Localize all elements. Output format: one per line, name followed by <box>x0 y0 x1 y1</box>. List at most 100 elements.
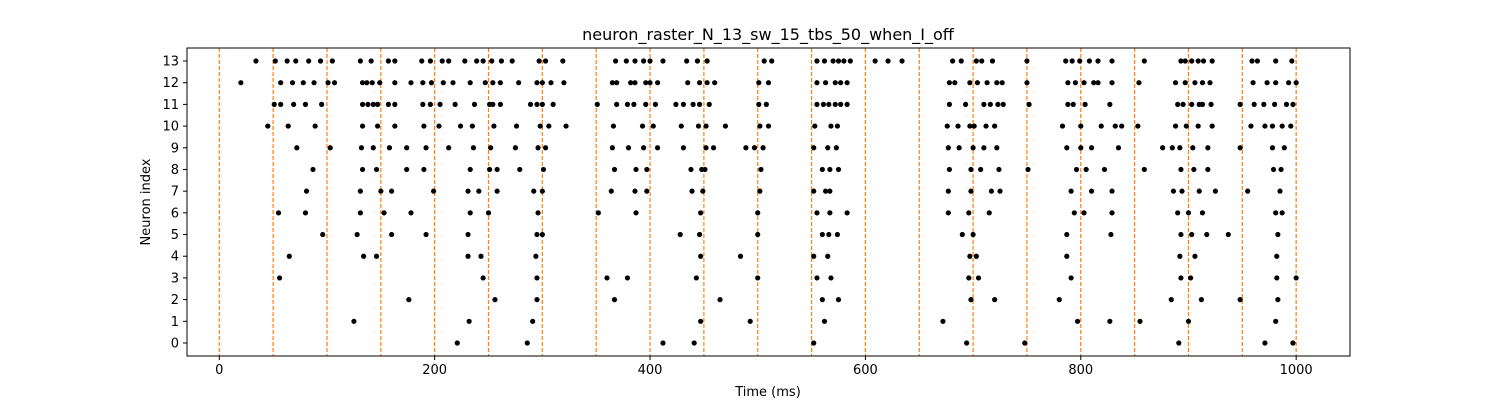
spike-point <box>1237 297 1243 303</box>
spike-point <box>386 145 393 151</box>
spike-point <box>611 166 618 173</box>
spike-point <box>404 145 410 151</box>
spike-point <box>608 188 614 194</box>
spike-point <box>1275 231 1281 238</box>
spike-point <box>872 58 878 64</box>
spike-point <box>625 145 632 151</box>
spike-point <box>457 123 464 129</box>
spike-point <box>1269 145 1276 151</box>
spike-point <box>978 166 984 173</box>
y-tick-label: 1 <box>171 315 179 330</box>
spike-point <box>1182 80 1188 86</box>
spike-point <box>769 58 775 64</box>
spike-point <box>497 80 503 86</box>
spike-point <box>465 188 471 194</box>
spike-point <box>1077 58 1083 64</box>
y-tick-label: 8 <box>171 163 179 178</box>
neuron-0-spikes <box>454 340 1296 346</box>
y-tick-label: 3 <box>171 271 179 286</box>
spike-point <box>550 101 556 107</box>
spike-point <box>319 101 325 107</box>
spike-point <box>527 101 534 107</box>
spike-point <box>1245 188 1251 194</box>
spike-point <box>811 340 817 346</box>
spike-point <box>385 58 391 64</box>
spike-point <box>825 145 831 151</box>
spike-point <box>357 58 363 64</box>
spike-point <box>271 101 277 107</box>
spike-point <box>375 123 381 129</box>
spike-point <box>1082 101 1088 107</box>
spike-point <box>946 80 953 86</box>
spike-point <box>632 80 638 86</box>
x-tick-label: 400 <box>638 363 663 378</box>
spike-point <box>1136 80 1142 86</box>
spike-point <box>986 210 992 216</box>
spike-point <box>306 58 312 64</box>
spike-point <box>1207 80 1213 86</box>
spike-point <box>534 80 540 86</box>
spike-point <box>650 123 656 129</box>
spike-point <box>827 166 833 173</box>
spike-point <box>992 123 998 129</box>
spike-point <box>680 101 687 107</box>
spike-point <box>1293 80 1299 86</box>
spike-point <box>1025 166 1031 173</box>
spike-point <box>811 145 817 151</box>
spike-point <box>1135 123 1141 129</box>
spike-point <box>755 231 761 238</box>
spike-point <box>1078 145 1084 151</box>
spike-point <box>542 145 549 151</box>
spike-point <box>722 123 729 129</box>
spike-point <box>1109 210 1115 216</box>
spike-point <box>834 123 841 129</box>
y-tick-label: 0 <box>171 336 179 351</box>
spike-point <box>392 80 398 86</box>
spike-point <box>1269 123 1276 129</box>
spike-point <box>680 145 687 151</box>
spike-point <box>1078 123 1084 129</box>
spike-point <box>1293 275 1299 281</box>
y-tick-label: 9 <box>171 141 179 156</box>
spike-point <box>1178 58 1184 64</box>
spike-point <box>1237 145 1243 151</box>
spike-point <box>1262 123 1268 129</box>
spike-point <box>1270 166 1277 173</box>
spike-point <box>814 80 820 86</box>
spike-point <box>1175 101 1181 107</box>
spike-point <box>392 58 398 64</box>
neuron-3-spikes <box>277 275 1299 281</box>
spike-point <box>1273 80 1279 86</box>
spike-point <box>1109 80 1115 86</box>
spike-point <box>419 58 425 64</box>
spike-point <box>1107 318 1113 324</box>
spike-point <box>423 145 429 151</box>
spike-point <box>614 80 620 86</box>
spike-point <box>452 101 458 107</box>
spike-point <box>1109 188 1115 194</box>
spike-point <box>737 253 744 259</box>
spike-point <box>696 231 703 238</box>
x-tick-label: 600 <box>853 363 878 378</box>
spike-point <box>814 275 820 281</box>
spike-point <box>962 101 969 107</box>
spike-point <box>1273 58 1279 64</box>
spike-point <box>624 101 631 107</box>
spike-point <box>1192 253 1198 259</box>
spike-point <box>533 253 539 259</box>
spike-point <box>970 145 976 151</box>
spike-point <box>272 58 278 64</box>
spike-point <box>317 58 324 64</box>
spike-point <box>832 80 838 86</box>
spike-point <box>1172 123 1179 129</box>
spike-point <box>478 253 484 259</box>
neuron-1-spikes <box>351 318 1279 324</box>
spike-point <box>311 80 317 86</box>
spike-point <box>1275 297 1281 303</box>
spike-point <box>698 318 704 324</box>
spike-point <box>989 58 996 64</box>
spike-point <box>423 231 429 238</box>
spike-point <box>696 80 703 86</box>
spike-point <box>471 101 478 107</box>
spike-point <box>1088 188 1095 194</box>
